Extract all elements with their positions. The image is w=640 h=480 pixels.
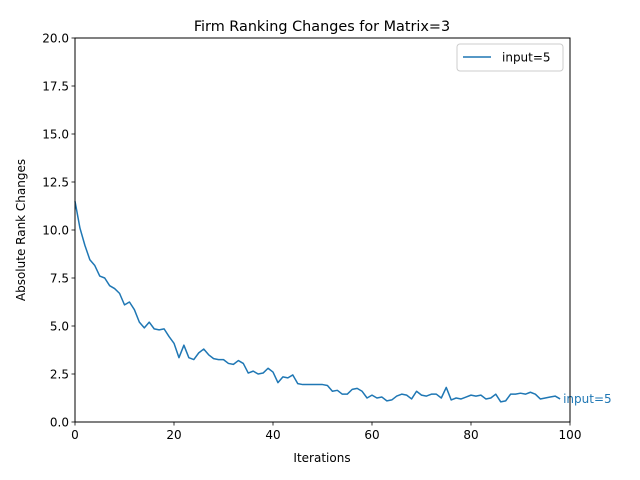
x-tick-label: 40 [265, 428, 280, 442]
y-tick-label: 12.5 [42, 176, 69, 190]
series-end-label: input=5 [563, 392, 612, 406]
y-tick-label: 17.5 [42, 80, 69, 94]
y-tick-label: 20.0 [42, 32, 69, 46]
chart-title: Firm Ranking Changes for Matrix=3 [194, 19, 450, 35]
series-layer: input=5 [74, 201, 612, 406]
plot-frame [74, 37, 571, 423]
legend: input=5 [456, 43, 564, 72]
x-tick-label: 20 [166, 428, 181, 442]
x-tick-label: 0 [71, 428, 79, 442]
y-tick-label: 7.5 [50, 272, 69, 286]
plot-area [75, 38, 570, 422]
x-tick-label: 80 [463, 428, 478, 442]
axis-ticks: 0 20 40 60 80 100 0.0 2.5 5.0 7.5 10.0 12.5 15.0 17.5… [42, 32, 581, 443]
y-tick-label: 10.0 [42, 224, 69, 238]
y-tick-label: 2.5 [50, 368, 69, 382]
x-tick-label: 60 [364, 428, 379, 442]
series-line-input-5 [74, 201, 561, 403]
x-axis-label: Iterations [293, 451, 350, 465]
y-tick-label: 0.0 [50, 416, 69, 430]
legend-box [456, 43, 564, 72]
y-axis-label: Absolute Rank Changes [14, 159, 28, 301]
y-tick-label: 5.0 [50, 320, 69, 334]
legend-label-input-5: input=5 [502, 51, 551, 65]
x-tick-label: 100 [559, 428, 582, 442]
y-tick-label: 15.0 [42, 128, 69, 142]
